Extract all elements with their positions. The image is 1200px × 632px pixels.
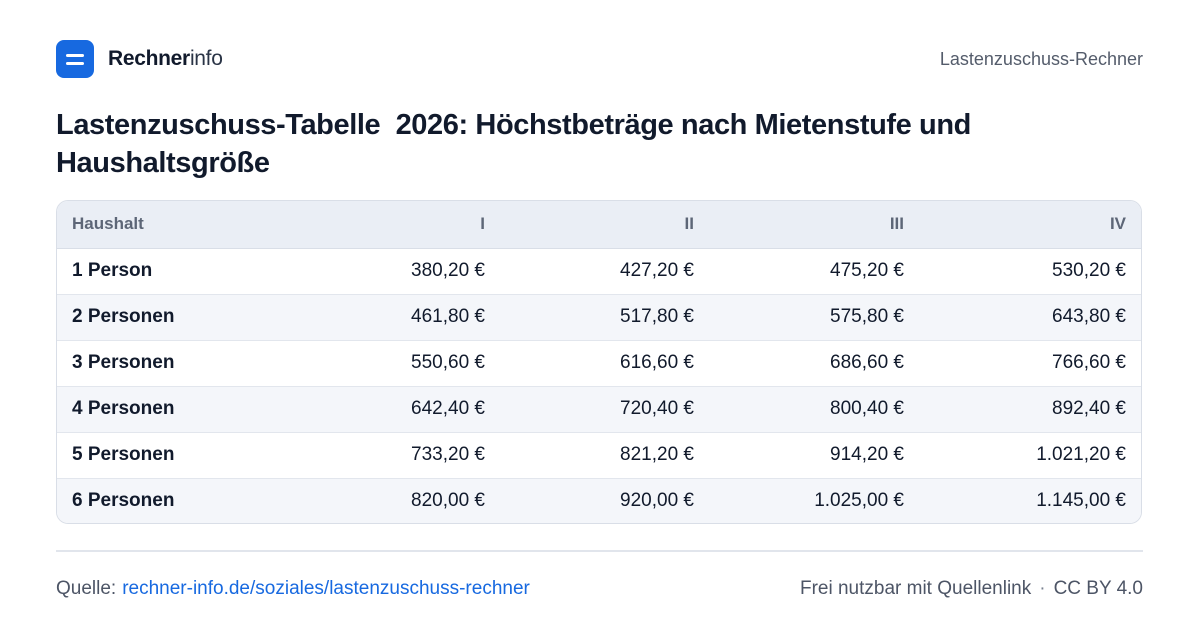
table-cell: 616,60 € [500, 339, 709, 386]
table-cell: 1.145,00 € [919, 477, 1141, 523]
table-header-row: Haushalt I II III IV [57, 201, 1141, 249]
license-text: CC BY 4.0 [1053, 578, 1143, 599]
row-label: 1 Person [72, 260, 153, 281]
table-row: 1 Person 380,20 € 427,20 € 475,20 € 530,… [57, 248, 1141, 294]
tool-name: Lastenzuschuss-Rechner [939, 48, 1143, 69]
table-cell: 475,20 € [830, 260, 904, 281]
table-cell: 517,80 € [500, 293, 709, 340]
table-row: 3 Personen 550,60 € 616,60 € 686,60 € 76… [57, 339, 1141, 386]
footer-divider [56, 550, 1143, 552]
usage-text: Frei nutzbar mit Quellenlink [799, 578, 1032, 599]
table-cell: 892,40 € [919, 385, 1141, 432]
column-header-stufe-3: III [709, 201, 919, 249]
table-cell: 1.025,00 € [709, 477, 919, 523]
table-row: 6 Personen 820,00 € 920,00 € 1.025,00 € … [57, 477, 1141, 523]
row-label: 6 Personen [57, 477, 283, 523]
table-cell: 643,80 € [919, 293, 1141, 340]
table-cell: 1.021,20 € [919, 431, 1141, 478]
table-cell: 766,60 € [919, 339, 1141, 386]
table-cell: 686,60 € [709, 339, 919, 386]
table-cell: 920,00 € [500, 477, 709, 523]
row-label: 5 Personen [57, 431, 283, 478]
table-row: 2 Personen 461,80 € 517,80 € 575,80 € 64… [57, 293, 1141, 340]
column-header-stufe-2: II [500, 201, 709, 249]
column-header-haushalt: Haushalt [57, 201, 283, 249]
table-cell: 720,40 € [500, 385, 709, 432]
table-cell: 642,40 € [283, 385, 500, 432]
license-info: Frei nutzbar mit Quellenlink · CC BY 4.0 [800, 578, 1143, 600]
brand-name: Rechnerinfo [108, 47, 223, 70]
table-row: 4 Personen 642,40 € 720,40 € 800,40 € 89… [57, 385, 1141, 432]
table-cell: 550,60 € [283, 339, 500, 386]
table-cell: 575,80 € [709, 293, 919, 340]
source-label: Quelle: [56, 578, 117, 599]
table-cell: 820,00 € [283, 477, 500, 523]
table-cell: 427,20 € [620, 260, 694, 281]
column-header-stufe-4: IV [919, 201, 1141, 249]
table-cell: 733,20 € [283, 431, 500, 478]
row-label: 4 Personen [57, 385, 283, 432]
separator: · [1039, 578, 1046, 599]
table-cell: 821,20 € [500, 431, 709, 478]
page-footer: Quelle: rechner-info.de/soziales/lastenzu… [56, 575, 1143, 603]
brand[interactable]: Rechnerinfo [56, 40, 223, 78]
row-label: 3 Personen [57, 339, 283, 386]
table-cell: 530,20 € [1052, 260, 1126, 281]
column-header-stufe-1: I [283, 201, 500, 249]
page-header: Rechnerinfo Lastenzuschuss-Rechner [56, 40, 1143, 78]
source: Quelle: rechner-info.de/soziales/lastenzu… [56, 578, 530, 600]
row-label: 2 Personen [57, 293, 283, 340]
table-cell: 914,20 € [709, 431, 919, 478]
page-title: Lastenzuschuss-Tabelle 2026: Höchstbeträ… [56, 109, 979, 179]
table-cell: 461,80 € [283, 293, 500, 340]
table-cell: 800,40 € [709, 385, 919, 432]
table-cell: 380,20 € [411, 260, 485, 281]
table-row: 5 Personen 733,20 € 821,20 € 914,20 € 1.… [57, 431, 1141, 478]
source-link[interactable]: rechner-info.de/soziales/lastenzuschuss-… [122, 578, 530, 599]
rates-table: Haushalt I II III IV 1 Person 380,20 € 4… [56, 200, 1142, 524]
equals-logo-icon [56, 40, 94, 78]
